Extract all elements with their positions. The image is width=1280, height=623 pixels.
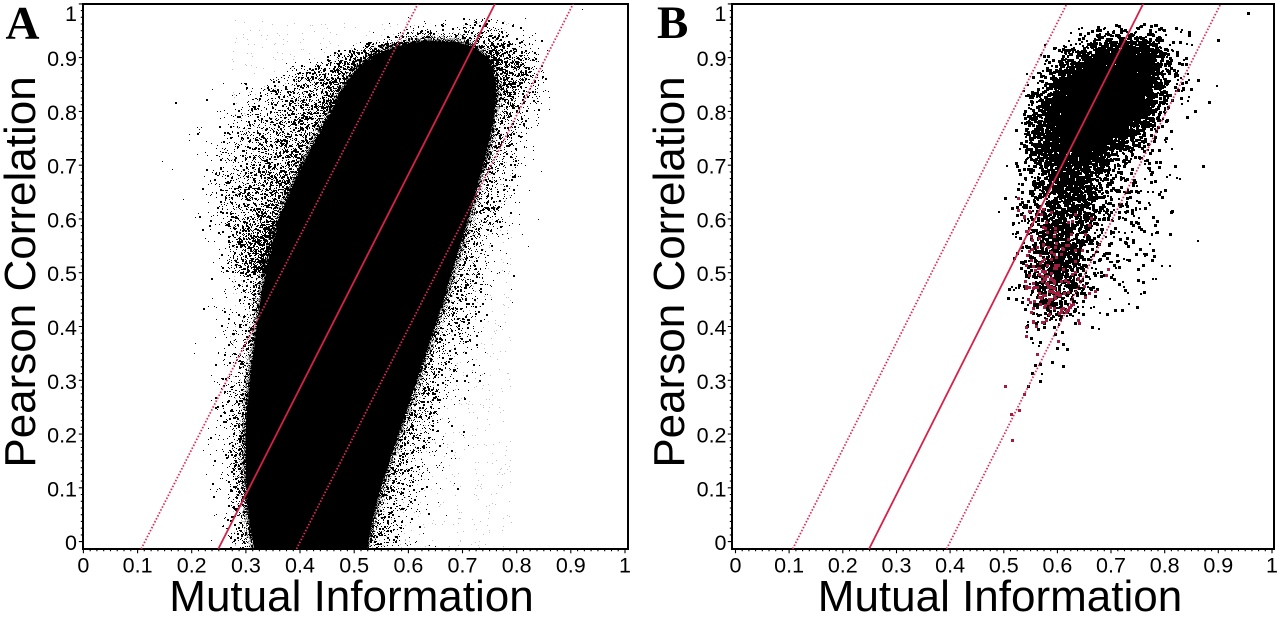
svg-text:0: 0	[730, 553, 742, 577]
svg-text:0.9: 0.9	[47, 47, 77, 71]
svg-text:0.5: 0.5	[47, 262, 77, 286]
svg-text:0.8: 0.8	[1150, 553, 1180, 577]
svg-text:0: 0	[715, 531, 727, 555]
svg-text:0.3: 0.3	[697, 370, 727, 394]
svg-text:1: 1	[1266, 553, 1278, 577]
svg-text:0.7: 0.7	[697, 155, 727, 179]
svg-text:0.8: 0.8	[47, 101, 77, 125]
svg-text:0.8: 0.8	[502, 553, 532, 577]
svg-text:0.4: 0.4	[47, 316, 77, 340]
svg-text:0.3: 0.3	[882, 553, 912, 577]
svg-text:0.6: 0.6	[697, 209, 727, 233]
svg-text:0.5: 0.5	[697, 262, 727, 286]
svg-text:A: A	[6, 0, 40, 50]
svg-text:0: 0	[77, 553, 89, 577]
svg-text:0.7: 0.7	[1096, 553, 1126, 577]
svg-text:B: B	[657, 0, 688, 49]
svg-text:0.3: 0.3	[231, 553, 261, 577]
svg-text:0.6: 0.6	[393, 553, 423, 577]
svg-text:0.9: 0.9	[1203, 553, 1233, 577]
svg-text:0.1: 0.1	[123, 553, 153, 577]
svg-text:0.1: 0.1	[47, 477, 77, 501]
svg-text:0.3: 0.3	[47, 370, 77, 394]
svg-text:1: 1	[65, 2, 77, 26]
svg-text:0.6: 0.6	[1042, 553, 1072, 577]
svg-text:0: 0	[65, 531, 77, 555]
svg-text:Mutual Information: Mutual Information	[818, 572, 1182, 621]
svg-text:0.8: 0.8	[697, 101, 727, 125]
svg-text:1: 1	[619, 553, 631, 577]
svg-text:0.5: 0.5	[989, 553, 1019, 577]
svg-text:0.5: 0.5	[339, 553, 369, 577]
svg-text:0.2: 0.2	[47, 424, 77, 448]
svg-text:0.7: 0.7	[47, 155, 77, 179]
svg-text:0.6: 0.6	[47, 209, 77, 233]
svg-text:0.1: 0.1	[697, 477, 727, 501]
svg-text:0.2: 0.2	[177, 553, 207, 577]
svg-text:0.4: 0.4	[697, 316, 727, 340]
svg-text:1: 1	[715, 2, 727, 26]
svg-text:0.7: 0.7	[448, 553, 478, 577]
svg-text:Mutual Information: Mutual Information	[169, 572, 533, 621]
svg-text:Pearson Correlation: Pearson Correlation	[645, 76, 694, 467]
svg-text:Pearson Correlation: Pearson Correlation	[0, 76, 45, 467]
svg-text:0.4: 0.4	[285, 553, 315, 577]
svg-text:0.4: 0.4	[935, 553, 965, 577]
svg-text:0.9: 0.9	[556, 553, 586, 577]
svg-text:0.9: 0.9	[697, 47, 727, 71]
svg-text:0.1: 0.1	[774, 553, 804, 577]
svg-text:0.2: 0.2	[828, 553, 858, 577]
svg-text:0.2: 0.2	[697, 424, 727, 448]
